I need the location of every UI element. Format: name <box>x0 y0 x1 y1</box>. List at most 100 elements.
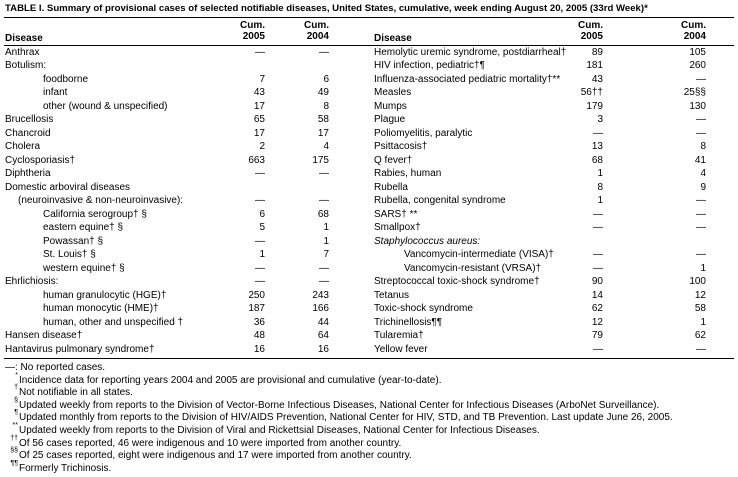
cell-count: 1 <box>597 195 603 206</box>
cell-count: — <box>255 195 265 206</box>
cell-disease: Vancomycin-intermediate (VISA)† <box>404 249 554 260</box>
cell-disease: Rubella <box>374 181 408 193</box>
cell-count: 16 <box>253 343 265 355</box>
cell-count: — <box>319 276 329 287</box>
cell-count: 250 <box>248 289 265 301</box>
cell-count: 7 <box>323 249 329 260</box>
cell-disease: Plague <box>374 114 406 125</box>
cell-disease: Hemolytic uremic syndrome, postdiarrheal… <box>374 46 567 58</box>
cell-count: 100 <box>689 276 706 287</box>
cell-count: 41 <box>694 154 706 166</box>
cell-count: — <box>255 168 265 179</box>
footnote-mark: †† <box>10 434 18 442</box>
cell-count: 8 <box>700 141 706 152</box>
footnote-text: Updated weekly from reports to the Divis… <box>19 399 660 411</box>
cell-disease: human monocytic (HME)† <box>43 303 159 314</box>
cell-count: 13 <box>591 141 603 152</box>
cell-disease: Brucellosis <box>5 114 54 125</box>
header-rule <box>4 45 734 46</box>
cell-count: — <box>696 195 706 206</box>
header-cum: Cum. 2004 <box>681 20 706 42</box>
footnote-mark: † <box>14 384 18 392</box>
header-disease: Disease <box>5 33 43 44</box>
cell-count: 1 <box>259 249 265 260</box>
cell-count: — <box>593 249 603 260</box>
cell-count: — <box>593 222 603 233</box>
footnote-text: Updated weekly from reports to the Divis… <box>19 425 540 436</box>
cell-disease: Cholera <box>5 141 41 152</box>
cell-count: 243 <box>312 289 329 301</box>
cell-count: 48 <box>253 330 265 341</box>
cell-disease: Psittacosis† <box>374 141 428 152</box>
cell-count: 49 <box>317 87 329 98</box>
cell-count: 25§§ <box>683 87 706 98</box>
cell-disease: Cyclosporiasis† <box>5 154 76 166</box>
cell-count: 181 <box>586 60 603 71</box>
header-cum: Cum. 2004 <box>304 20 329 42</box>
cell-disease: Hantavirus pulmonary syndrome† <box>5 343 155 355</box>
cell-count: 2 <box>259 141 265 152</box>
cell-count: 130 <box>689 100 706 112</box>
cell-count: 6 <box>259 208 265 220</box>
cell-count: 64 <box>317 330 329 341</box>
footnote-text: Of 25 cases reported, eight were indigen… <box>19 450 412 462</box>
footnote-text: Not notifiable in all states. <box>19 387 133 399</box>
footnote-mark: §§ <box>10 447 18 455</box>
footnote-text: Of 56 cases reported, 46 were indigenous… <box>19 437 402 449</box>
cell-disease: Anthrax <box>5 46 40 58</box>
cell-count: 43 <box>253 87 265 98</box>
cell-disease: infant <box>43 87 68 98</box>
cell-count: 179 <box>586 100 603 112</box>
cell-count: 8 <box>597 181 603 193</box>
cell-count: 12 <box>694 289 706 301</box>
cell-disease: Toxic-shock syndrome <box>374 303 473 314</box>
cell-count: 65 <box>253 114 265 125</box>
cell-count: 4 <box>323 141 329 152</box>
cell-disease: HIV infection, pediatric†¶ <box>374 60 485 71</box>
cell-disease: Yellow fever <box>374 343 428 355</box>
cell-disease: St. Louis† § <box>43 249 96 260</box>
cell-disease: Mumps <box>374 100 407 112</box>
cell-disease: eastern equine† § <box>43 222 124 233</box>
cell-count: 17 <box>253 100 265 112</box>
cell-disease: Hansen disease† <box>5 330 83 341</box>
cell-count: — <box>319 262 329 274</box>
footnote-mark: ¶¶ <box>10 459 18 467</box>
cell-disease: Trichinellosis¶¶ <box>374 316 443 328</box>
cell-count: — <box>696 114 706 125</box>
cell-count: 68 <box>317 208 329 220</box>
cell-disease: human granulocytic (HGE)† <box>43 289 167 301</box>
footnote-mark: § <box>14 396 18 404</box>
cell-count: 43 <box>591 73 603 85</box>
cell-disease: Rabies, human <box>374 168 442 179</box>
cell-count: 90 <box>591 276 603 287</box>
cell-count: 44 <box>317 316 329 328</box>
cell-count: 260 <box>689 60 706 71</box>
cell-count: 6 <box>323 73 329 85</box>
cell-disease: Rubella, congenital syndrome <box>374 195 506 206</box>
table-title: TABLE I. Summary of provisional cases of… <box>5 3 648 14</box>
cell-disease: Streptococcal toxic-shock syndrome† <box>374 276 540 287</box>
cell-count: 56†† <box>580 87 603 98</box>
cell-disease: Staphylococcus aureus: <box>374 235 481 247</box>
header-disease: Disease <box>374 33 412 44</box>
bottom-rule <box>4 358 734 359</box>
cell-disease: Chancroid <box>5 127 51 139</box>
cell-disease: Botulism: <box>5 60 47 71</box>
cell-count: — <box>593 208 603 220</box>
cell-disease: Ehrlichiosis: <box>5 276 59 287</box>
cell-count: — <box>696 249 706 260</box>
cell-count: — <box>593 262 603 274</box>
cell-count: — <box>255 46 265 58</box>
cell-count: 36 <box>253 316 265 328</box>
cell-disease: Vancomycin-resistant (VRSA)† <box>404 262 542 274</box>
footnote-text: —: No reported cases. <box>5 362 106 373</box>
cell-count: 58 <box>694 303 706 314</box>
cell-count: 1 <box>700 262 706 274</box>
cell-disease: western equine† § <box>43 262 125 274</box>
cell-count: 17 <box>253 127 265 139</box>
cell-count: — <box>696 73 706 85</box>
cell-count: — <box>255 262 265 274</box>
cell-count: 12 <box>591 316 603 328</box>
